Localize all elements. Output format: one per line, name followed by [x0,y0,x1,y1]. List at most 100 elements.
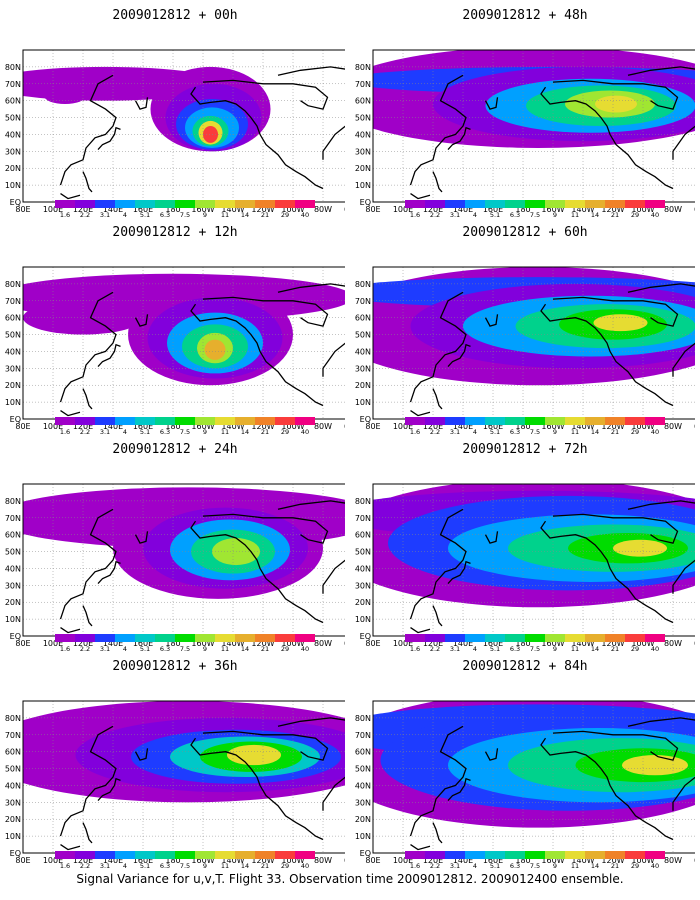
lon-tick-label: 60W [344,639,345,648]
colorbar-swatch [255,417,275,425]
colorbar-swatch [425,851,445,859]
colorbar-swatch [235,417,255,425]
variance-contour [203,126,218,143]
lon-tick-label: 140W [571,205,594,214]
lon-tick-label: 140W [571,639,594,648]
colorbar-swatch [155,851,175,859]
lon-tick-label: 140E [453,422,473,431]
colorbar-swatch [625,200,645,208]
lon-tick-label: 120W [601,856,624,865]
colorbar-level-label: 9 [553,862,557,870]
lon-tick-label: 160W [541,422,564,431]
coastline [82,605,93,627]
colorbar-swatch [75,851,95,859]
lat-tick-label: 80N [5,497,21,506]
lon-tick-label: 160W [541,205,564,214]
colorbar-level-label: 11 [571,645,579,653]
lon-tick-label: 100E [43,639,63,648]
colorbar-level-label: 40 [301,211,309,219]
lon-tick-label: 80W [314,639,332,648]
coastline [277,66,345,76]
colorbar: 1.6 2.2 3.1 4 5.1 6.3 7.5 9 11 14 21 29 40 [55,417,315,436]
coastline [60,410,81,417]
colorbar-level-label: 21 [261,211,269,219]
lon-tick-label: 160W [191,639,214,648]
colorbar-swatch [545,851,565,859]
coastline [540,86,674,190]
lon-tick-label: 80E [15,205,30,214]
lon-tick-label: 100W [281,639,304,648]
colorbar-level-label: 29 [281,862,289,870]
colorbar-swatch [425,200,445,208]
colorbar-swatch [255,634,275,642]
colorbar-level-label: 6.3 [510,428,520,436]
lon-tick-label: 100W [281,205,304,214]
colorbar-level-label: 11 [221,645,229,653]
lon-tick-label: 140E [103,205,123,214]
lat-tick-label: 20N [355,598,371,607]
colorbar-level-label: 3.1 [450,211,460,219]
colorbar-swatch [75,200,95,208]
colorbar-level-label: 7.5 [180,862,190,870]
coastline [277,500,345,510]
coastline [190,303,324,407]
colorbar-level-label: 40 [301,645,309,653]
variance-contour [622,755,688,776]
colorbar-swatch [235,200,255,208]
colorbar-swatch [295,634,315,642]
lat-tick-label: EQ [360,198,371,207]
lat-tick-label: 80N [355,714,371,723]
colorbar-swatch [295,851,315,859]
lat-tick-label: 60N [5,531,21,540]
lat-tick-label: 70N [5,514,21,523]
colorbar-swatch [55,200,75,208]
colorbar-level-label: 4 [123,645,127,653]
lat-tick-label: EQ [10,849,21,858]
colorbar-swatch [175,200,195,208]
colorbar-swatch [425,417,445,425]
lon-tick-label: 140E [103,422,123,431]
colorbar: 1.6 2.2 3.1 4 5.1 6.3 7.5 9 11 14 21 29 40 [55,634,315,653]
coastline [60,193,81,200]
lat-tick-label: EQ [10,198,21,207]
coastline [409,74,467,186]
colorbar-level-label: 1.6 [410,862,420,870]
lat-tick-label: 40N [5,347,21,356]
colorbar-swatch [405,851,425,859]
coastline [432,605,443,627]
coastline [82,171,93,193]
lat-tick-label: 80N [355,497,371,506]
lon-tick-label: 80E [15,639,30,648]
lat-tick-label: 20N [355,164,371,173]
colorbar-swatch [135,634,155,642]
lon-tick-label: 120W [251,422,274,431]
forecast-panel: 2009012812 + 00h 80E 100E 120E 140E 160E 180 16… [5,8,345,228]
coastline [322,125,345,160]
coastline [409,508,467,620]
colorbar-level-label: 3.1 [450,428,460,436]
colorbar: 1.6 2.2 3.1 4 5.1 6.3 7.5 9 11 14 21 29 40 [55,200,315,219]
forecast-panel: 2009012812 + 12h 80E 100E 120E 140E 160E 180 16… [5,225,345,445]
lat-tick-label: 80N [5,280,21,289]
lat-tick-label: 40N [355,130,371,139]
colorbar-level-label: 29 [631,428,639,436]
variance-map: 80E 100E 120E 140E 160E 180 160W 140W 120W 100W 80… [355,700,695,865]
coastline [134,531,149,544]
lon-tick-label: 180 [165,422,180,431]
colorbar-level-label: 3.1 [100,645,110,653]
coastline [627,717,695,727]
lon-tick-label: 100E [43,856,63,865]
colorbar-level-label: 7.5 [180,211,190,219]
lat-tick-label: EQ [10,415,21,424]
colorbar-swatch [215,200,235,208]
lon-tick-label: 60W [344,422,345,431]
colorbar-swatch [95,200,115,208]
coastline [409,725,467,837]
colorbar-level-label: 29 [281,211,289,219]
lat-tick-label: 10N [355,832,371,841]
lat-tick-label: 20N [5,381,21,390]
lat-tick-label: 30N [5,364,21,373]
colorbar-level-label: 6.3 [160,211,170,219]
lon-tick-label: 160E [133,422,153,431]
colorbar-level-label: 11 [221,862,229,870]
